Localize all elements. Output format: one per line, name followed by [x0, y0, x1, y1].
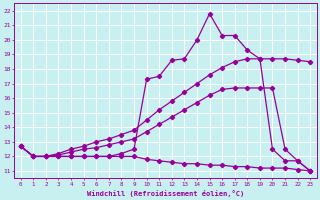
- X-axis label: Windchill (Refroidissement éolien,°C): Windchill (Refroidissement éolien,°C): [87, 190, 244, 197]
